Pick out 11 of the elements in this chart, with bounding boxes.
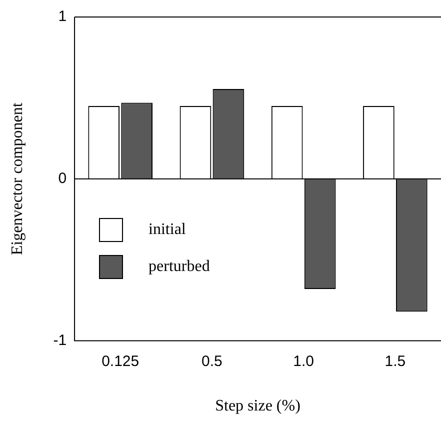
legend-label: perturbed <box>148 258 210 276</box>
x-tick-label: 1.5 <box>384 352 406 370</box>
x-axis-title: Step size (%) <box>215 398 300 415</box>
x-tick-label: 0.125 <box>102 352 140 370</box>
y-tick-label: 1 <box>58 8 67 26</box>
y-tick-label: -1 <box>53 332 67 349</box>
x-tick-label: 1.0 <box>293 352 314 370</box>
y-tick-label: 0 <box>58 170 67 188</box>
y-axis-title: Eigenvector component <box>8 102 26 256</box>
text: initial <box>148 220 186 239</box>
x-tick-label: 0.5 <box>202 352 222 370</box>
